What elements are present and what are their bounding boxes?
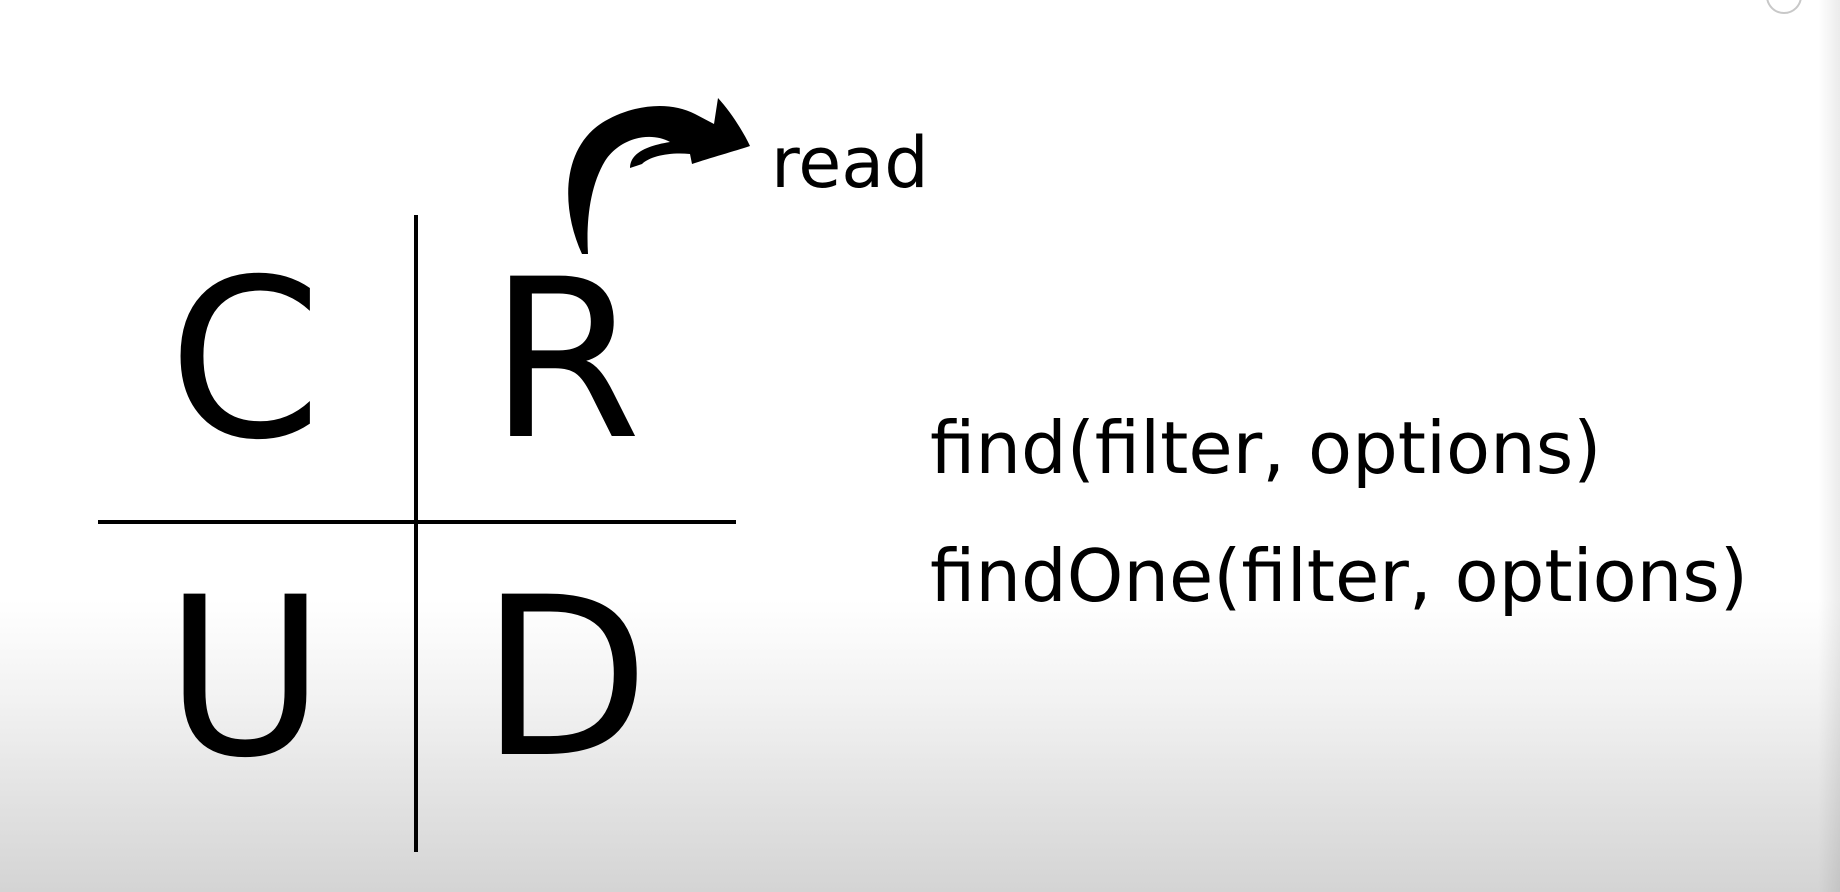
grid-vertical-line — [414, 215, 418, 852]
read-label: read — [771, 122, 929, 204]
quadrant-letter-read: R — [488, 232, 642, 488]
circle-icon — [1766, 0, 1802, 14]
method-find-one: findOne(filter, options) — [930, 534, 1748, 618]
quadrant-letter-update: U — [164, 550, 326, 806]
grid-horizontal-line — [98, 520, 736, 524]
edge-shadow — [1818, 0, 1840, 892]
method-find: find(filter, options) — [930, 406, 1602, 490]
quadrant-letter-delete: D — [480, 550, 650, 806]
quadrant-letter-create: C — [168, 232, 322, 488]
curved-arrow-icon — [568, 98, 750, 254]
